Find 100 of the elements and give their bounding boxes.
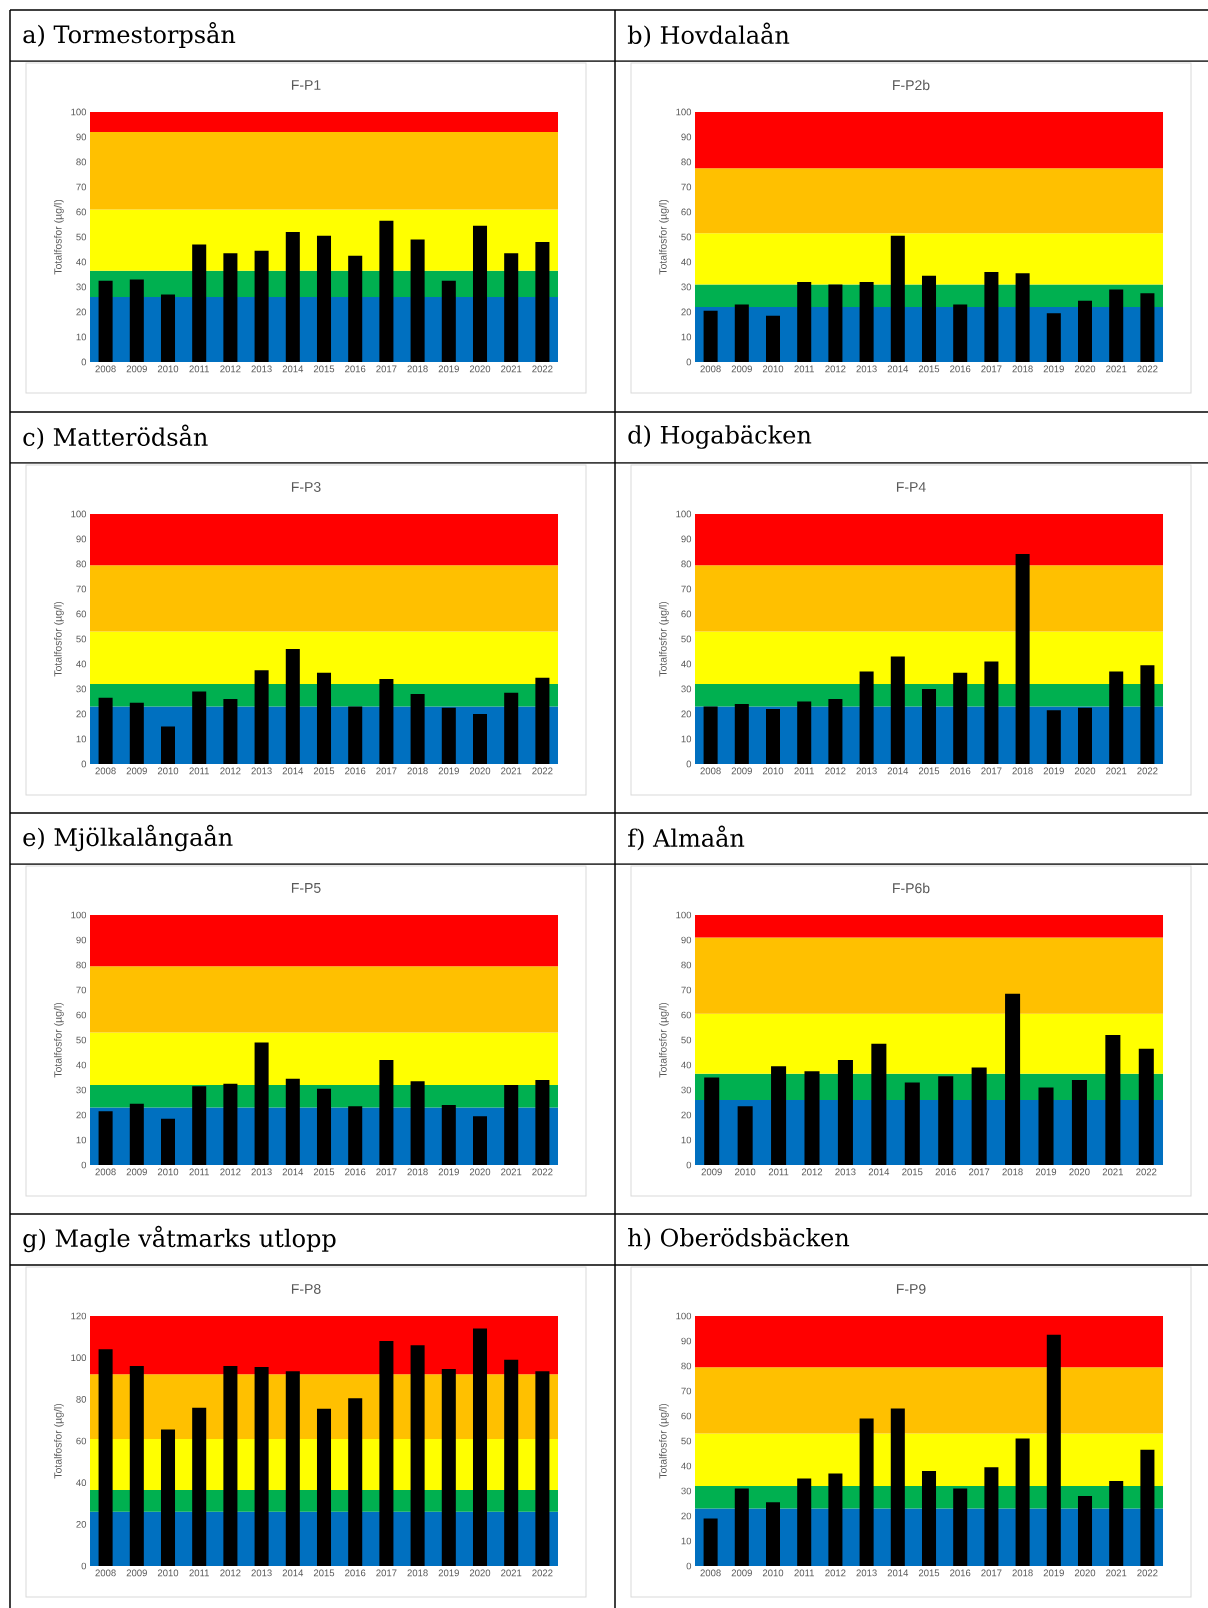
chart-subtitle: F-P5 xyxy=(291,883,321,893)
bar xyxy=(1077,300,1093,362)
bar xyxy=(1140,1449,1155,1566)
x-tick-label: 2014 xyxy=(887,767,909,775)
y-axis-title: Totalfosfor (µg/l) xyxy=(658,199,669,275)
y-tick-label: 40 xyxy=(681,258,692,266)
y-tick-label: 80 xyxy=(681,560,692,568)
bar xyxy=(890,1408,905,1566)
bar xyxy=(160,726,176,764)
x-tick-label: 2019 xyxy=(1035,1168,1057,1176)
x-tick-label: 2012 xyxy=(825,365,846,373)
y-tick-label: 100 xyxy=(676,911,692,919)
x-tick-label: 2018 xyxy=(407,365,428,373)
y-axis-title: Totalfosfor (µg/l) xyxy=(53,601,64,677)
y-tick-label: 20 xyxy=(76,1111,87,1119)
y-tick-label: 10 xyxy=(76,735,87,743)
y-tick-label: 60 xyxy=(76,1437,87,1445)
x-tick-label: 2021 xyxy=(1102,1168,1123,1176)
x-tick-label: 2011 xyxy=(794,1569,814,1577)
bar xyxy=(765,1502,781,1566)
chart-subtitle: F-P8 xyxy=(291,1284,321,1294)
y-tick-label: 30 xyxy=(681,1086,692,1094)
y-tick-label: 30 xyxy=(681,1487,692,1495)
bar xyxy=(504,1084,519,1165)
x-tick-label: 2012 xyxy=(801,1168,823,1176)
x-tick-label: 2015 xyxy=(902,1168,923,1176)
bar xyxy=(797,701,812,764)
x-tick-label: 2010 xyxy=(762,767,784,775)
y-tick-label: 0 xyxy=(686,1161,692,1169)
bar xyxy=(765,708,781,764)
bar xyxy=(348,706,363,764)
bar xyxy=(441,707,456,764)
y-tick-label: 20 xyxy=(76,308,87,316)
bar xyxy=(921,1471,937,1566)
x-tick-label: 2021 xyxy=(501,365,522,373)
y-tick-label: 50 xyxy=(681,1036,692,1044)
x-tick-label: 2017 xyxy=(969,1168,990,1176)
x-tick-label: 2016 xyxy=(345,767,366,775)
bar xyxy=(921,688,937,764)
bar xyxy=(871,1043,887,1165)
x-tick-label: 2009 xyxy=(126,767,147,775)
bar xyxy=(765,315,781,362)
x-tick-label: 2022 xyxy=(1137,365,1158,373)
bar xyxy=(254,1042,269,1165)
bar xyxy=(703,310,718,362)
bar xyxy=(192,691,207,764)
bar xyxy=(129,702,144,764)
chart-subtitle: F-P4 xyxy=(896,482,926,492)
x-tick-label: 2022 xyxy=(532,365,553,373)
x-tick-label: 2021 xyxy=(1106,1569,1127,1577)
y-axis-title: Totalfosfor (µg/l) xyxy=(658,601,669,677)
y-tick-label: 0 xyxy=(81,760,87,768)
x-tick-label: 2015 xyxy=(918,767,940,775)
bar xyxy=(98,280,113,362)
chart-subtitle: F-P1 xyxy=(291,80,321,90)
x-tick-label: 2017 xyxy=(981,1569,1002,1577)
bar xyxy=(379,1340,394,1566)
y-tick-label: 50 xyxy=(681,233,692,241)
y-tick-label: 100 xyxy=(676,510,692,518)
bar xyxy=(1046,710,1061,764)
bar xyxy=(1071,1079,1087,1165)
x-tick-label: 2019 xyxy=(1043,365,1064,373)
chart-title: d) Hogabäcken xyxy=(628,425,812,449)
x-tick-label: 2014 xyxy=(868,1168,890,1176)
x-tick-label: 2022 xyxy=(1137,1569,1158,1577)
bar xyxy=(472,1328,488,1566)
x-tick-label: 2018 xyxy=(1012,1569,1033,1577)
bar xyxy=(535,677,550,764)
x-tick-label: 2021 xyxy=(1106,767,1127,775)
bar xyxy=(410,693,425,764)
y-tick-label: 100 xyxy=(71,108,87,116)
bar xyxy=(953,672,968,764)
x-tick-label: 2019 xyxy=(438,1168,459,1176)
x-tick-label: 2020 xyxy=(1074,767,1096,775)
y-tick-label: 0 xyxy=(81,1161,87,1169)
y-tick-label: 70 xyxy=(76,585,87,593)
y-tick-label: 20 xyxy=(76,710,87,718)
bar xyxy=(1109,1480,1124,1566)
y-tick-label: 40 xyxy=(76,258,87,266)
x-tick-label: 2018 xyxy=(407,1569,428,1577)
y-tick-label: 70 xyxy=(76,183,87,191)
bar xyxy=(379,678,394,764)
bar xyxy=(734,304,749,362)
y-tick-label: 50 xyxy=(76,635,87,643)
bar xyxy=(98,1111,113,1165)
bar xyxy=(1015,1438,1030,1566)
x-tick-label: 2010 xyxy=(735,1168,756,1176)
chart-title: a) Tormestorpsån xyxy=(23,21,236,49)
y-tick-label: 0 xyxy=(686,1562,692,1570)
x-tick-label: 2013 xyxy=(251,365,272,373)
chart-title: b) Hovdalaån xyxy=(627,22,790,48)
x-tick-label: 2015 xyxy=(313,767,335,775)
bar xyxy=(410,239,425,362)
x-tick-label: 2022 xyxy=(532,1168,553,1176)
x-tick-label: 2020 xyxy=(469,365,491,373)
bar xyxy=(890,235,905,362)
y-tick-label: 50 xyxy=(76,1036,87,1044)
chart-title: c) Matterödsån xyxy=(23,424,208,450)
chart-title: e) Mjölkalångaån xyxy=(23,824,233,852)
x-tick-label: 2016 xyxy=(345,365,366,373)
